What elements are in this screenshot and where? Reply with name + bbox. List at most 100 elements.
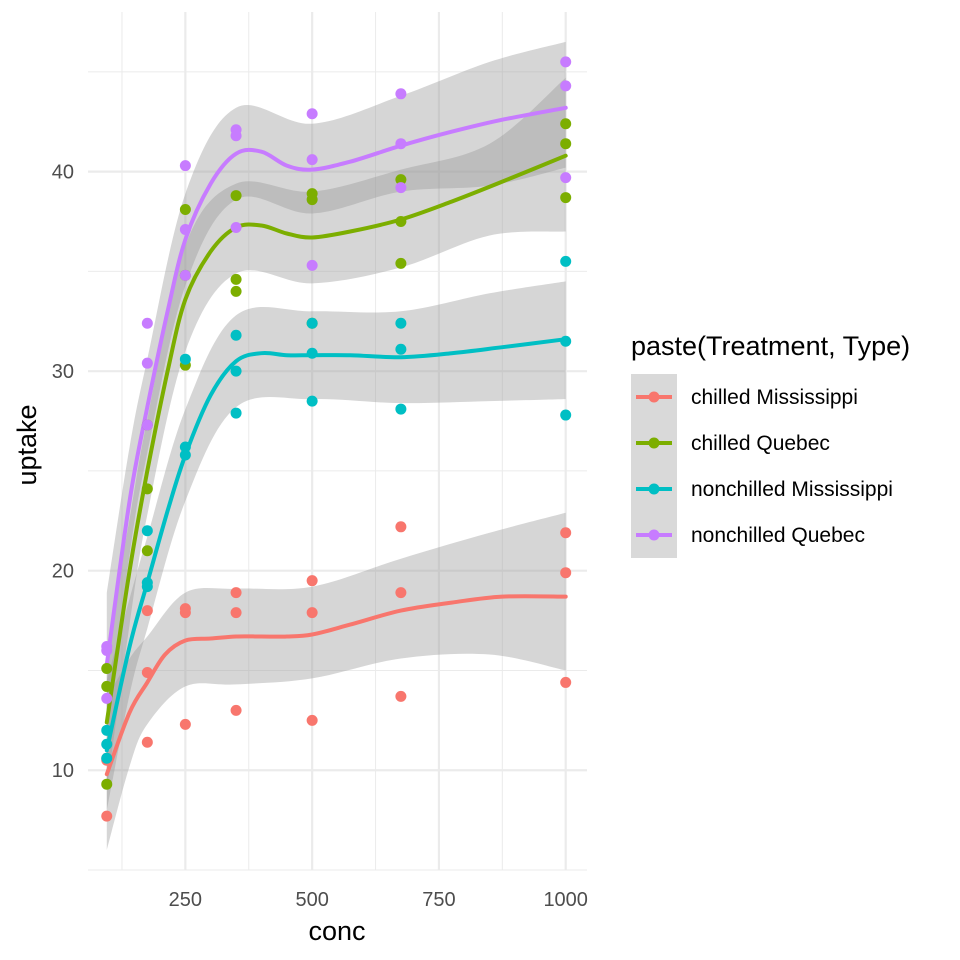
data-point bbox=[395, 88, 407, 100]
data-point bbox=[230, 190, 242, 202]
confidence-band bbox=[106, 512, 566, 850]
data-point bbox=[560, 80, 572, 92]
data-point bbox=[141, 736, 153, 748]
y-tick-label: 20 bbox=[52, 561, 74, 583]
data-point bbox=[141, 605, 153, 617]
data-point bbox=[306, 108, 318, 120]
data-point bbox=[395, 521, 407, 533]
smoother-line bbox=[104, 105, 568, 667]
data-point bbox=[179, 441, 191, 453]
data-point bbox=[395, 587, 407, 599]
data-point bbox=[101, 738, 113, 750]
legend-key-point bbox=[648, 529, 660, 541]
x-tick-label: 500 bbox=[295, 889, 328, 911]
data-point bbox=[560, 676, 572, 688]
data-point bbox=[141, 419, 153, 431]
data-point bbox=[179, 269, 191, 281]
data-point bbox=[230, 285, 242, 297]
x-tick-label: 750 bbox=[422, 889, 455, 911]
data-point bbox=[179, 204, 191, 216]
legend-title: paste(Treatment, Type) bbox=[631, 331, 910, 361]
data-point bbox=[560, 527, 572, 539]
data-points bbox=[101, 56, 572, 822]
data-point bbox=[395, 174, 407, 186]
data-point bbox=[395, 216, 407, 228]
data-point bbox=[395, 138, 407, 150]
data-point bbox=[395, 182, 407, 194]
data-point bbox=[306, 317, 318, 329]
x-axis-ticks: 250 500 750 1000 bbox=[169, 889, 588, 911]
data-point bbox=[230, 329, 242, 341]
data-point bbox=[141, 577, 153, 589]
legend-key-point bbox=[648, 483, 660, 495]
data-point bbox=[179, 223, 191, 235]
data-point bbox=[179, 718, 191, 730]
data-point bbox=[230, 273, 242, 285]
data-point bbox=[179, 353, 191, 365]
data-point bbox=[101, 680, 113, 692]
data-point bbox=[101, 752, 113, 764]
data-point bbox=[560, 138, 572, 150]
data-point bbox=[230, 607, 242, 619]
legend-label: chilled Mississippi bbox=[691, 386, 858, 409]
data-point bbox=[306, 714, 318, 726]
data-point bbox=[101, 692, 113, 704]
data-point bbox=[306, 259, 318, 271]
data-point bbox=[306, 575, 318, 587]
data-point bbox=[560, 172, 572, 184]
legend-key-point bbox=[648, 391, 660, 403]
data-point bbox=[101, 662, 113, 674]
data-point bbox=[395, 403, 407, 415]
data-point bbox=[230, 365, 242, 377]
data-point bbox=[560, 409, 572, 421]
data-point bbox=[141, 666, 153, 678]
y-axis-ticks: 10 20 30 40 bbox=[52, 162, 74, 783]
data-point bbox=[101, 724, 113, 736]
data-point bbox=[179, 160, 191, 172]
data-point bbox=[560, 192, 572, 204]
data-point bbox=[101, 810, 113, 822]
data-point bbox=[230, 407, 242, 419]
data-point bbox=[395, 317, 407, 329]
data-point bbox=[306, 395, 318, 407]
confidence-band bbox=[106, 281, 566, 811]
data-point bbox=[306, 188, 318, 200]
data-point bbox=[560, 335, 572, 347]
data-point bbox=[395, 257, 407, 269]
data-point bbox=[230, 587, 242, 599]
legend-key-point bbox=[648, 437, 660, 449]
x-tick-label: 1000 bbox=[543, 889, 588, 911]
x-axis-title: conc bbox=[308, 916, 365, 946]
x-tick-label: 250 bbox=[169, 889, 202, 911]
confidence-bands bbox=[106, 41, 566, 850]
data-point bbox=[101, 641, 113, 653]
data-point bbox=[141, 545, 153, 557]
data-point bbox=[141, 357, 153, 369]
y-tick-label: 10 bbox=[52, 760, 74, 782]
data-point bbox=[560, 56, 572, 68]
legend-label: nonchilled Mississippi bbox=[691, 478, 893, 501]
legend-keys: chilled Mississippi chilled Quebec nonchil… bbox=[631, 374, 893, 558]
data-point bbox=[560, 118, 572, 130]
y-tick-label: 30 bbox=[52, 361, 74, 383]
data-point bbox=[101, 778, 113, 790]
data-point bbox=[560, 255, 572, 267]
confidence-band bbox=[106, 77, 566, 791]
data-point bbox=[306, 347, 318, 359]
legend: paste(Treatment, Type) chilled Mississip… bbox=[631, 331, 910, 558]
data-point bbox=[230, 124, 242, 136]
data-point bbox=[230, 221, 242, 233]
y-tick-label: 40 bbox=[52, 162, 74, 184]
data-point bbox=[230, 704, 242, 716]
y-axis-title: uptake bbox=[12, 404, 42, 485]
data-point bbox=[141, 483, 153, 495]
data-point bbox=[395, 690, 407, 702]
data-point bbox=[141, 317, 153, 329]
data-point bbox=[306, 607, 318, 619]
legend-label: nonchilled Quebec bbox=[691, 524, 865, 547]
legend-key-background bbox=[631, 374, 677, 558]
data-point bbox=[560, 567, 572, 579]
confidence-band bbox=[106, 41, 566, 735]
data-point bbox=[179, 603, 191, 615]
